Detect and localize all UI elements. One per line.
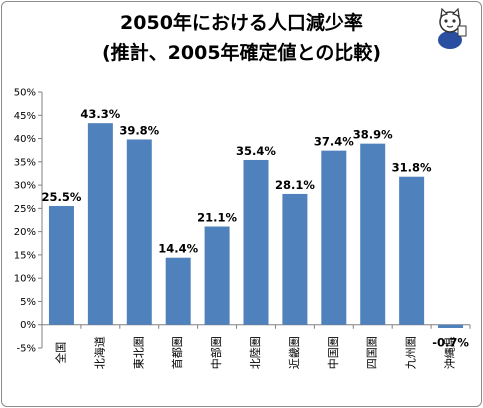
- category-label: 四国圏: [366, 336, 379, 369]
- data-label: 35.4%: [236, 144, 276, 158]
- data-label: 39.8%: [119, 123, 159, 137]
- bar-沖縄県: [438, 324, 464, 328]
- category-label: 近畿圏: [287, 336, 301, 369]
- data-label: 25.5%: [42, 190, 82, 204]
- cat-mascot-icon: [438, 7, 467, 49]
- y-tick-label: 0%: [20, 320, 36, 331]
- data-label: 28.1%: [275, 178, 315, 192]
- category-label: 中国圏: [327, 336, 340, 369]
- y-tick-label: 50%: [14, 88, 36, 99]
- data-label: 38.9%: [353, 128, 393, 142]
- bar-首都圏: [165, 257, 191, 325]
- data-label: 37.4%: [314, 135, 354, 149]
- category-label: 東北圏: [132, 336, 145, 369]
- category-label: 首都圏: [170, 336, 184, 369]
- bar-四国圏: [360, 143, 386, 325]
- y-tick-label: -5%: [17, 344, 36, 355]
- category-label: 九州圏: [405, 336, 418, 369]
- data-label: 14.4%: [158, 242, 198, 256]
- y-tick-label: 35%: [14, 157, 36, 168]
- bar-全国: [48, 206, 74, 325]
- bar-東北圏: [126, 139, 152, 325]
- bar-中部圏: [204, 226, 230, 325]
- category-label: 中部圏: [209, 336, 223, 369]
- bar-九州圏: [399, 176, 425, 325]
- y-tick-label: 5%: [20, 297, 36, 308]
- bar-近畿圏: [282, 193, 308, 325]
- data-label: -0.7%: [432, 336, 469, 350]
- y-tick-label: 45%: [14, 111, 36, 122]
- y-tick-label: 20%: [14, 227, 36, 238]
- data-label: 31.8%: [392, 161, 432, 175]
- y-tick-label: 40%: [14, 134, 36, 145]
- category-label: 全国: [53, 342, 67, 364]
- category-label: 沖縄県: [443, 336, 457, 369]
- y-tick-label: 25%: [14, 204, 36, 215]
- data-label: 21.1%: [197, 211, 237, 225]
- chart-subtitle: (推計、2005年確定値との比較): [101, 42, 382, 64]
- y-tick-label: 15%: [14, 250, 36, 261]
- y-tick-label: 10%: [14, 274, 36, 285]
- y-tick-label: 30%: [14, 181, 36, 192]
- category-label: 北海道: [92, 336, 106, 369]
- bar-北海道: [87, 123, 113, 325]
- bar-北陸圏: [243, 159, 269, 325]
- bar-中国圏: [321, 150, 347, 325]
- data-label: 43.3%: [80, 107, 120, 121]
- category-label: 北陸圏: [249, 336, 262, 369]
- chart-title: 2050年における人口減少率: [120, 12, 363, 34]
